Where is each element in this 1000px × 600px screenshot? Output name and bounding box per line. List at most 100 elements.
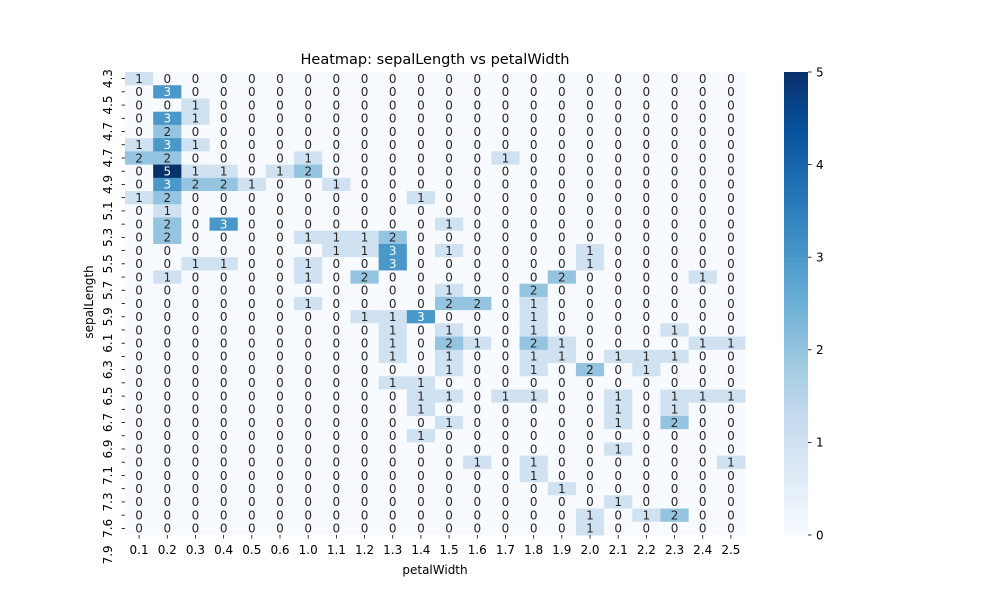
heatmap-cell bbox=[237, 363, 267, 377]
heatmap-cell bbox=[547, 495, 577, 510]
cell-value-label: 0 bbox=[530, 416, 538, 430]
heatmap-cell bbox=[660, 283, 690, 298]
heatmap-cell bbox=[125, 296, 154, 311]
cell-value-label: 0 bbox=[389, 72, 397, 86]
cell-value-label: 0 bbox=[192, 297, 200, 311]
heatmap-cell bbox=[519, 521, 549, 536]
cell-value-label: 0 bbox=[727, 178, 735, 192]
cell-value-label: 0 bbox=[445, 85, 453, 99]
cell-value-label: 1 bbox=[361, 244, 369, 258]
cell-value-label: 0 bbox=[643, 231, 651, 245]
cell-value-label: 0 bbox=[163, 310, 171, 324]
heatmap-cell bbox=[604, 177, 633, 192]
cell-value-label: 0 bbox=[135, 284, 143, 298]
heatmap-cell bbox=[153, 72, 182, 86]
heatmap-cell bbox=[632, 442, 661, 457]
cell-value-label: 1 bbox=[530, 389, 538, 403]
heatmap-cell bbox=[604, 98, 633, 113]
cell-value-label: 0 bbox=[333, 376, 341, 390]
heatmap-cell bbox=[294, 389, 323, 404]
heatmap-cell bbox=[322, 296, 351, 311]
heatmap-cell bbox=[181, 468, 211, 483]
cell-value-label: 0 bbox=[333, 350, 341, 364]
heatmap-cell bbox=[547, 429, 577, 443]
heatmap-cell bbox=[575, 217, 605, 232]
cell-value-label: 0 bbox=[333, 482, 341, 496]
cell-value-label: 0 bbox=[586, 442, 594, 456]
cell-value-label: 0 bbox=[220, 495, 228, 509]
heatmap-cell bbox=[294, 283, 323, 298]
heatmap-cell bbox=[181, 72, 211, 86]
cell-value-label: 0 bbox=[276, 138, 284, 152]
heatmap-cell bbox=[322, 482, 351, 496]
cell-value-label: 0 bbox=[248, 350, 256, 364]
cell-value-label: 0 bbox=[643, 297, 651, 311]
heatmap-cell bbox=[406, 495, 436, 510]
heatmap-cell bbox=[435, 230, 464, 245]
heatmap-cell bbox=[406, 376, 436, 390]
heatmap-cell bbox=[237, 124, 267, 139]
cell-value-label: 1 bbox=[727, 456, 735, 470]
cell-value-label: 0 bbox=[727, 125, 735, 139]
cell-value-label: 0 bbox=[248, 204, 256, 218]
cell-value-label: 0 bbox=[304, 336, 312, 350]
cell-value-label: 0 bbox=[671, 138, 679, 152]
heatmap-cell bbox=[265, 296, 295, 311]
cell-value-label: 0 bbox=[586, 495, 594, 509]
cell-value-label: 0 bbox=[417, 482, 425, 496]
heatmap-cell bbox=[294, 204, 323, 219]
colorbar bbox=[784, 72, 808, 535]
cell-value-label: 0 bbox=[530, 217, 538, 231]
cell-value-label: 0 bbox=[276, 363, 284, 377]
heatmap-cell bbox=[688, 138, 718, 152]
cell-value-label: 0 bbox=[276, 244, 284, 258]
heatmap-cell bbox=[575, 151, 605, 166]
cell-value-label: 0 bbox=[333, 257, 341, 271]
heatmap-cell bbox=[435, 85, 464, 99]
cell-value-label: 0 bbox=[473, 482, 481, 496]
heatmap-cell bbox=[265, 310, 295, 324]
heatmap-cell bbox=[209, 323, 239, 338]
cell-value-label: 0 bbox=[671, 469, 679, 483]
cell-value-label: 0 bbox=[361, 522, 369, 536]
heatmap-cell bbox=[125, 191, 154, 205]
heatmap-cell bbox=[660, 415, 690, 430]
heatmap-cell bbox=[435, 124, 464, 139]
heatmap-cell bbox=[632, 243, 661, 258]
cell-value-label: 0 bbox=[276, 350, 284, 364]
cell-value-label: 1 bbox=[333, 178, 341, 192]
cell-value-label: 0 bbox=[248, 429, 256, 443]
cell-value-label: 0 bbox=[445, 257, 453, 271]
heatmap-cell bbox=[716, 495, 746, 510]
cell-value-label: 1 bbox=[586, 244, 594, 258]
heatmap-cell bbox=[435, 402, 464, 417]
heatmap-cell bbox=[237, 164, 267, 179]
cell-value-label: 0 bbox=[586, 191, 594, 205]
cell-value-label: 0 bbox=[304, 323, 312, 337]
heatmap-cell bbox=[125, 455, 154, 470]
heatmap-cell bbox=[322, 495, 351, 510]
heatmap-cell bbox=[716, 230, 746, 245]
cell-value-label: 0 bbox=[699, 231, 707, 245]
cell-value-label: 1 bbox=[333, 231, 341, 245]
heatmap-cell bbox=[322, 468, 351, 483]
heatmap-cell bbox=[294, 98, 323, 113]
cell-value-label: 0 bbox=[727, 297, 735, 311]
cell-value-label: 0 bbox=[614, 522, 622, 536]
cell-value-label: 0 bbox=[389, 389, 397, 403]
cell-value-label: 0 bbox=[361, 469, 369, 483]
heatmap-cell bbox=[688, 164, 718, 179]
cell-value-label: 0 bbox=[586, 416, 594, 430]
heatmap-cell bbox=[688, 230, 718, 245]
cell-value-label: 0 bbox=[530, 151, 538, 165]
heatmap-cell bbox=[575, 230, 605, 245]
cell-value-label: 0 bbox=[671, 165, 679, 179]
cell-value-label: 0 bbox=[220, 363, 228, 377]
heatmap-cell bbox=[350, 521, 380, 536]
cell-value-label: 0 bbox=[135, 363, 143, 377]
heatmap-cell bbox=[435, 296, 464, 311]
heatmap-cell bbox=[660, 482, 690, 496]
cell-value-label: 0 bbox=[220, 522, 228, 536]
x-tick-label: 0.4 bbox=[214, 543, 233, 557]
heatmap-cell bbox=[519, 402, 549, 417]
